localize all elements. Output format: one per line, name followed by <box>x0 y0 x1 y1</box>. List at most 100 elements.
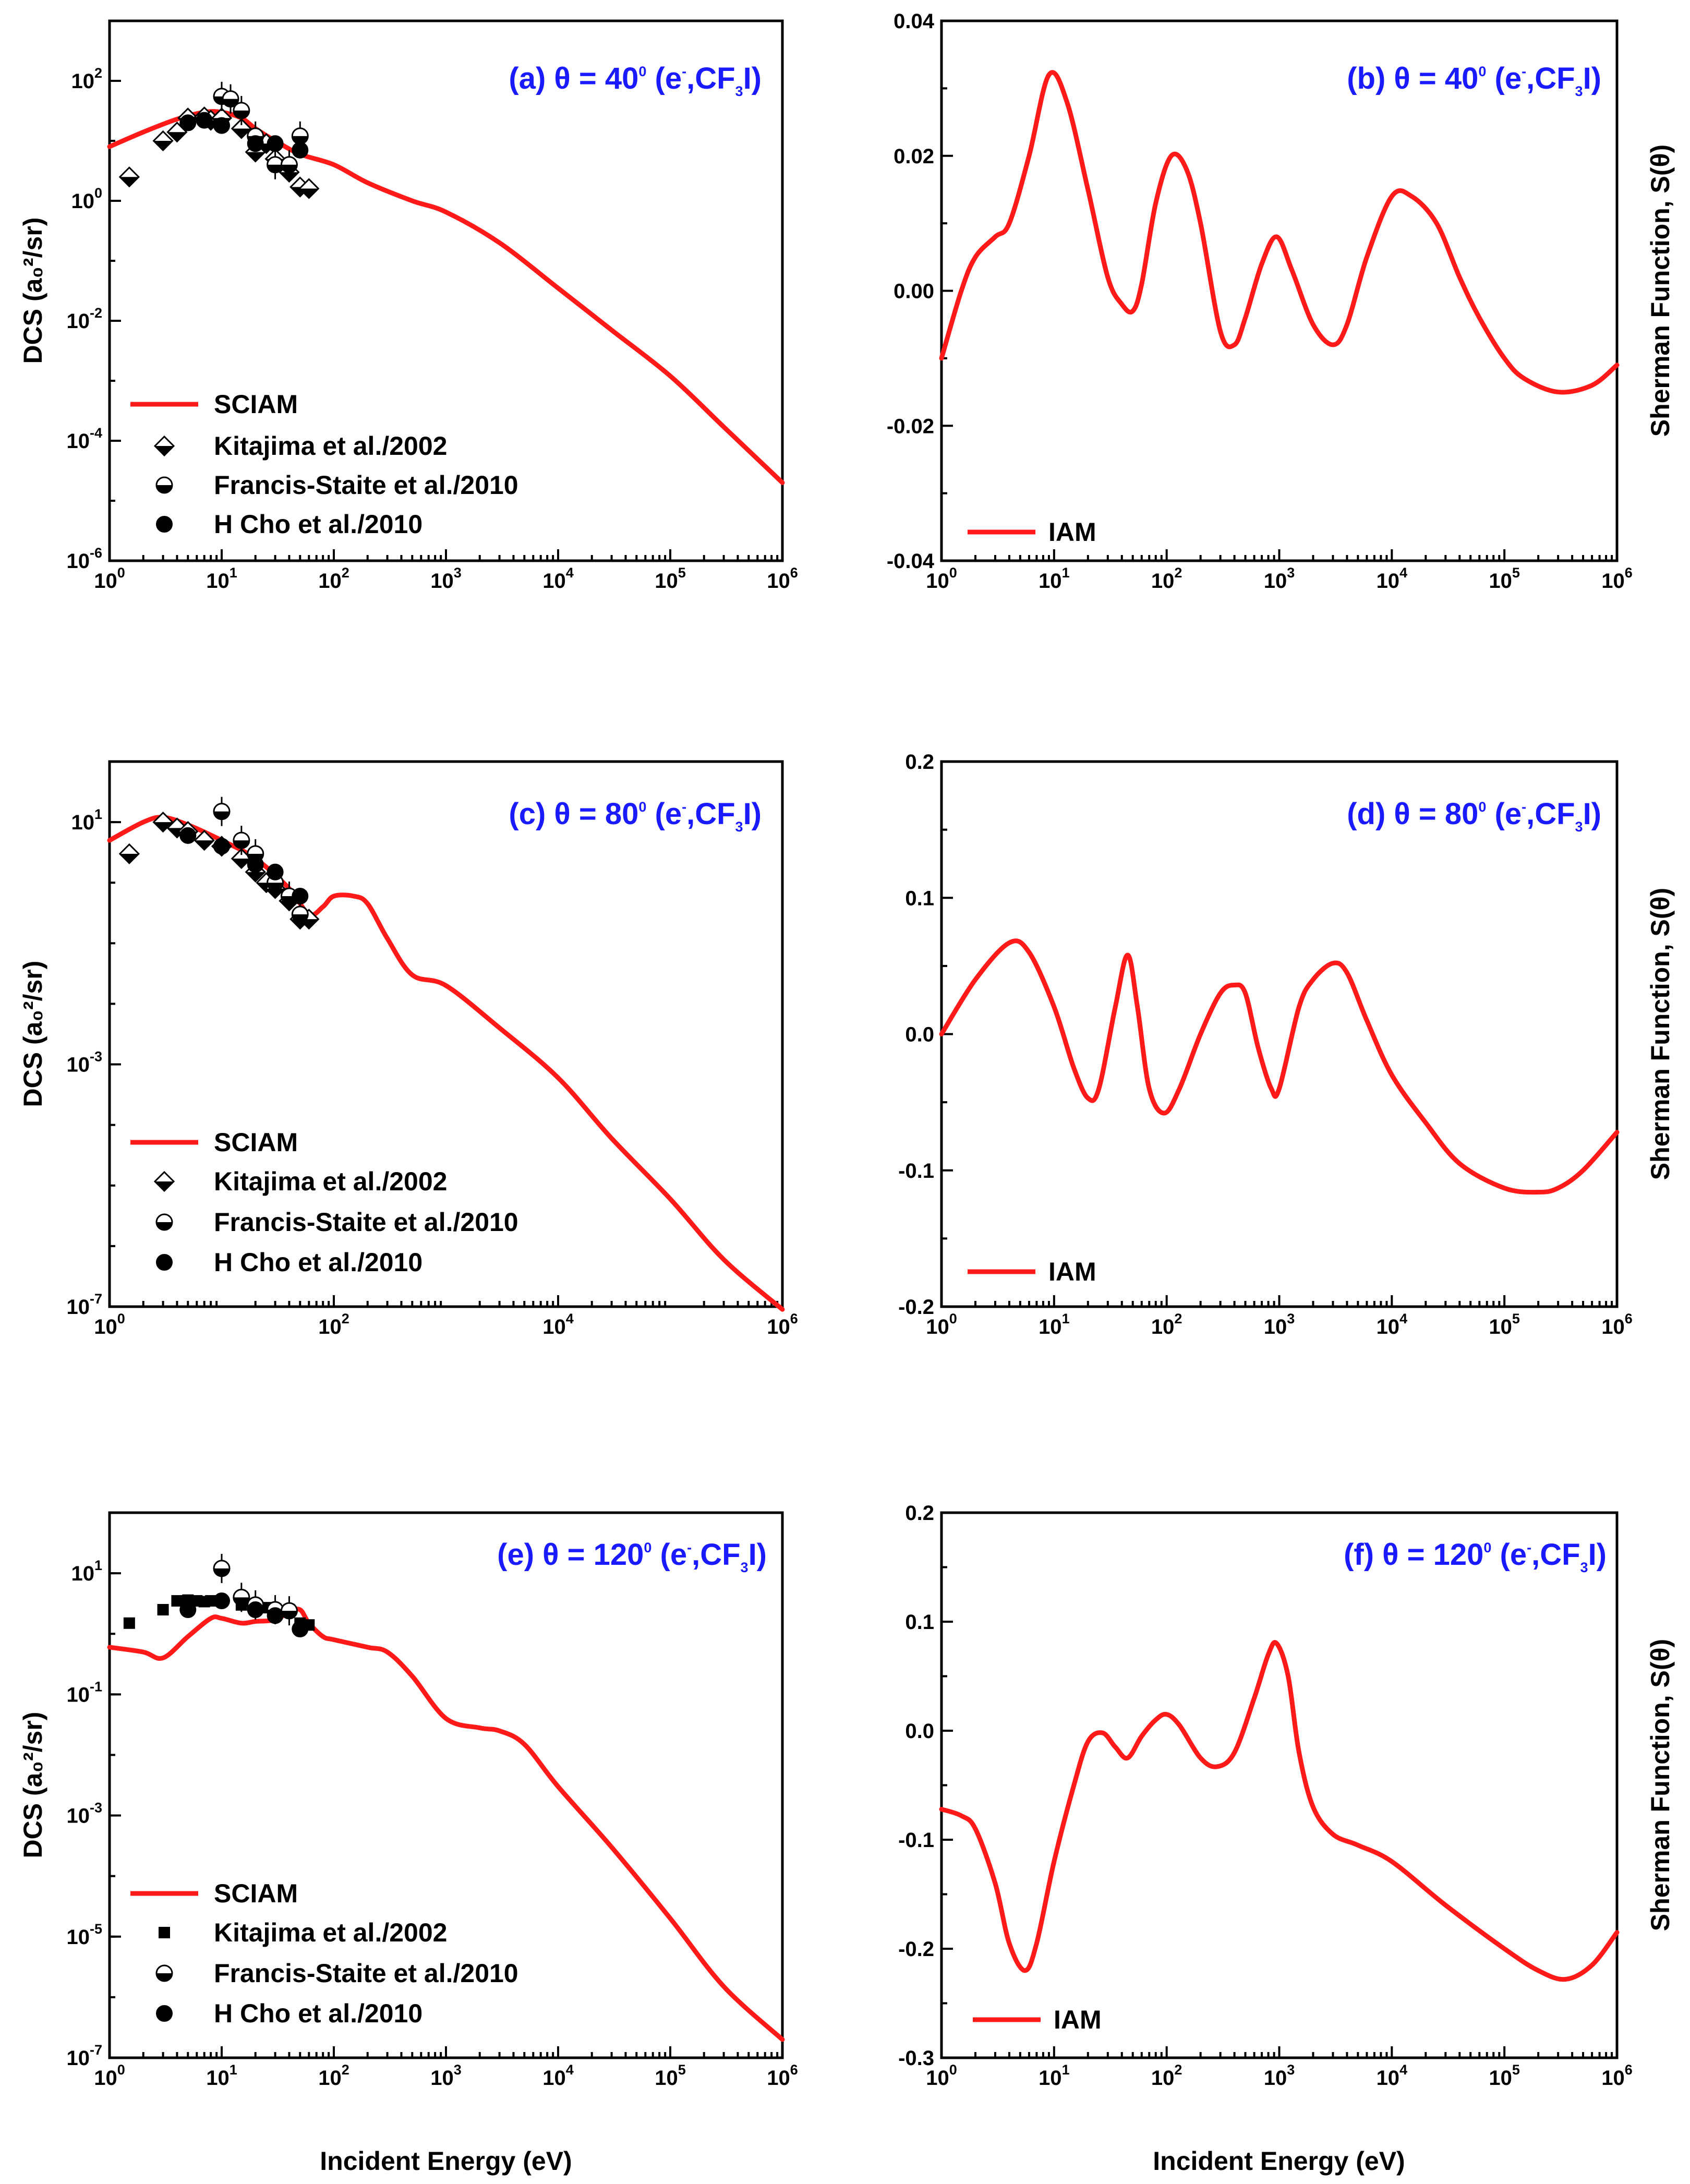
legend-marker-cho <box>156 1254 173 1271</box>
panel-d-legend: IAM <box>968 1257 1096 1286</box>
data-point <box>205 1595 217 1607</box>
data-point <box>118 843 140 864</box>
y-tick-label: 100 <box>71 185 102 213</box>
y-tick-label: -0.3 <box>898 2047 934 2070</box>
legend-label-iam: IAM <box>1054 2005 1102 2034</box>
legend-label-kitajima: Kitajima et al./2002 <box>214 1167 447 1196</box>
y-tick-label: 102 <box>71 65 102 93</box>
x-tick-label: 100 <box>94 1311 125 1338</box>
panel-a-legend: SCIAM Kitajima et al./2002 Francis-Stait… <box>130 390 518 539</box>
y-tick-label: 0.02 <box>894 145 934 168</box>
panel-c-data-marks <box>107 797 785 1312</box>
data-point <box>267 863 284 880</box>
data-point <box>247 135 264 152</box>
legend-marker-shape <box>159 1927 170 1938</box>
y-tick-label: 10-2 <box>66 305 102 333</box>
panel-f-ticks: 100 101 102 103 104 105 106 -0.3 -0.2 -0.1 0.0 0.1 0… <box>898 1502 1633 2090</box>
panel-b-title: (b) θ = 400 (e-,CF3I) <box>1347 62 1601 99</box>
y-tick-label: 10-6 <box>66 545 102 573</box>
x-tick-label: 101 <box>1039 2062 1070 2090</box>
legend-marker-cho <box>156 2005 173 2022</box>
x-tick-label: 102 <box>1151 1311 1182 1338</box>
x-tick-label: 106 <box>1601 2062 1633 2090</box>
x-tick-label: 102 <box>318 565 349 593</box>
legend-label-francis-staite: Francis-Staite et al./2010 <box>214 1959 518 1988</box>
data-point <box>213 803 231 820</box>
data-point <box>233 102 250 119</box>
data-point <box>213 1560 231 1577</box>
legend-label-francis-staite: Francis-Staite et al./2010 <box>214 470 518 500</box>
panel-e: 100 101 102 103 104 105 106 10-7 10-5 10-3 10-1 101… <box>18 1511 798 2090</box>
legend-label-kitajima: Kitajima et al./2002 <box>214 431 447 461</box>
y-tick-label: -0.1 <box>898 1829 934 1852</box>
panel-e-title: (e) θ = 1200 (e-,CF3I) <box>497 1538 767 1575</box>
panel-f-legend: IAM <box>973 2005 1102 2034</box>
y-tick-label: 10-5 <box>66 1921 102 1949</box>
legend-marker-kitajima <box>153 1171 175 1192</box>
data-point <box>291 906 309 923</box>
y-tick-label: 10-3 <box>66 1800 102 1828</box>
data-point <box>233 1588 250 1606</box>
panel-d-y-axis-label: Sherman Function, S(θ) <box>1646 888 1675 1180</box>
y-tick-label: 10-3 <box>66 1049 102 1077</box>
panel-f-data-marks <box>939 1640 1620 1982</box>
legend-marker-francis-staite <box>155 1964 173 1982</box>
y-tick-label: 0.0 <box>905 1023 934 1046</box>
panel-b: 100 101 102 103 104 105 106 -0.04 -0.02 0.00 0.02 0… <box>887 10 1675 593</box>
x-tick-label: 106 <box>767 1311 798 1338</box>
y-tick-label: 0.2 <box>905 1502 934 1525</box>
legend-label-iam: IAM <box>1048 1257 1096 1286</box>
data-point <box>179 1601 197 1619</box>
data-point <box>213 838 230 855</box>
data-point <box>247 856 264 873</box>
data-point <box>152 130 174 152</box>
data-point <box>222 90 239 108</box>
x-tick-label: 104 <box>1377 1311 1408 1338</box>
legend-marker-francis-staite <box>155 476 173 494</box>
panel-b-ticks: 100 101 102 103 104 105 106 -0.04 -0.02 0.00 0.02 0… <box>887 10 1633 593</box>
x-tick-label: 101 <box>206 565 237 593</box>
x-tick-label: 101 <box>1039 565 1070 593</box>
x-tick-label: 101 <box>1039 1311 1070 1338</box>
legend-label-cho: H Cho et al./2010 <box>214 1248 422 1277</box>
x-tick-label: 103 <box>1264 1311 1295 1338</box>
panel-a-title: (a) θ = 400 (e-,CF3I) <box>509 62 762 99</box>
y-tick-label: 10-7 <box>66 2042 102 2070</box>
y-tick-label: 101 <box>71 806 102 834</box>
data-point <box>123 1617 135 1629</box>
panel-e-y-axis-label: DCS (a₀²/sr) <box>18 1712 47 1859</box>
panel-c-title: (c) θ = 800 (e-,CF3I) <box>509 797 762 835</box>
x-tick-label: 106 <box>1601 565 1633 593</box>
data-point <box>292 141 309 159</box>
y-tick-label: 0.04 <box>894 10 935 33</box>
x-tick-label: 106 <box>767 565 798 593</box>
data-point <box>179 827 197 844</box>
x-tick-label: 101 <box>206 2062 237 2090</box>
y-tick-label: 0.0 <box>905 1720 934 1743</box>
data-point <box>280 1602 298 1620</box>
data-point <box>298 178 320 199</box>
data-point <box>292 1621 309 1638</box>
legend-marker-shape <box>155 476 173 494</box>
series-line-iam <box>939 1640 1620 1982</box>
panel-a-y-axis-label: DCS (a₀²/sr) <box>18 218 47 364</box>
data-point <box>247 1601 264 1619</box>
x-tick-label: 104 <box>1377 565 1408 593</box>
x-tick-label: 102 <box>1151 2062 1182 2090</box>
y-tick-label: -0.1 <box>898 1160 934 1183</box>
legend-label-francis-staite: Francis-Staite et al./2010 <box>214 1208 518 1237</box>
x-tick-label: 103 <box>430 2062 462 2090</box>
y-tick-label: -0.2 <box>898 1296 934 1319</box>
legend-marker-shape <box>156 516 173 533</box>
x-tick-label: 104 <box>1377 2062 1408 2090</box>
x-tick-label: 105 <box>1489 565 1520 593</box>
panel-c-legend: SCIAM Kitajima et al./2002 Francis-Stait… <box>130 1128 518 1277</box>
y-tick-label: 0.1 <box>905 887 934 910</box>
panel-d: 100 101 102 103 104 105 106 -0.2 -0.1 0.0 0.1 0.2 (… <box>898 751 1675 1338</box>
y-tick-label: -0.2 <box>898 1938 934 1961</box>
panel-d-title: (d) θ = 800 (e-,CF3I) <box>1347 797 1601 835</box>
panel-e-legend: SCIAM Kitajima et al./2002 Francis-Stait… <box>130 1879 518 2028</box>
x-tick-label: 100 <box>926 1311 957 1338</box>
series-line-sciam <box>107 815 785 1312</box>
data-point <box>213 117 230 134</box>
